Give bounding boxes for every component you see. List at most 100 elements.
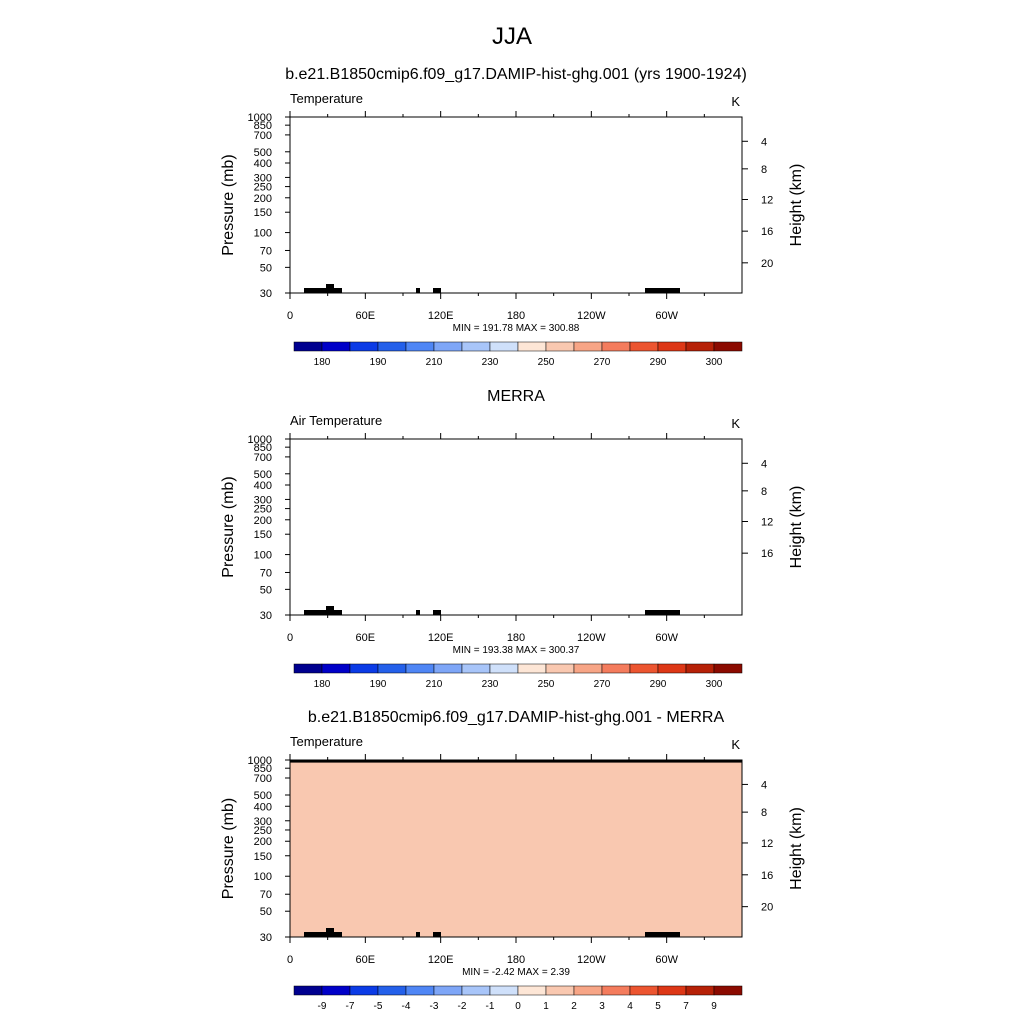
colorbar-label: 7 xyxy=(683,1001,689,1012)
colorbar-label: -7 xyxy=(346,1001,355,1012)
topography-mask xyxy=(645,288,680,293)
x-tick-label: 60W xyxy=(655,310,678,322)
right-axis-label: Height (km) xyxy=(788,164,805,247)
y-tick-label: 30 xyxy=(260,932,272,944)
y-axis-label: Pressure (mb) xyxy=(220,476,237,577)
height-tick-label: 12 xyxy=(761,838,773,850)
y-tick-label: 30 xyxy=(260,610,272,622)
topography-mask xyxy=(326,606,334,615)
right-axis-label: Height (km) xyxy=(788,486,805,569)
topography-mask xyxy=(433,288,441,293)
colorbar-swatch xyxy=(545,341,575,352)
height-tick-label: 4 xyxy=(761,779,767,791)
contour-band xyxy=(290,762,742,937)
height-tick-label: 16 xyxy=(761,870,773,882)
y-axis-label: Pressure (mb) xyxy=(220,798,237,899)
y-tick-label: 500 xyxy=(254,469,272,481)
x-tick-label: 60E xyxy=(356,954,376,966)
colorbar-swatch xyxy=(377,985,407,996)
colorbar-swatch xyxy=(545,663,575,674)
panel-title: MERRA xyxy=(487,388,545,405)
height-tick-label: 4 xyxy=(761,458,767,470)
colorbar-swatch xyxy=(685,663,715,674)
colorbar-swatch xyxy=(349,663,379,674)
units-label: K xyxy=(731,416,740,431)
colorbar-label: 230 xyxy=(482,679,499,690)
topography-mask xyxy=(416,610,420,615)
y-tick-label: 250 xyxy=(254,825,272,837)
colorbar-swatch xyxy=(321,985,351,996)
y-tick-label: 850 xyxy=(254,120,272,132)
variable-label: Temperature xyxy=(290,734,363,749)
colorbar-label: 270 xyxy=(594,357,611,368)
topography-mask xyxy=(416,932,420,937)
colorbar-swatch xyxy=(293,663,323,674)
colorbar-swatch xyxy=(545,985,575,996)
colorbar-swatch xyxy=(405,663,435,674)
y-tick-label: 1000 xyxy=(248,112,272,124)
y-tick-label: 70 xyxy=(260,889,272,901)
colorbar-swatch xyxy=(517,341,547,352)
right-axis-label: Height (km) xyxy=(788,807,805,890)
topography-mask xyxy=(433,932,441,937)
topography-mask xyxy=(326,284,334,293)
x-tick-label: 60E xyxy=(356,632,376,644)
x-tick-label: 120W xyxy=(577,954,606,966)
colorbar-swatch xyxy=(489,663,519,674)
colorbar-swatch xyxy=(629,663,659,674)
y-tick-label: 250 xyxy=(254,182,272,194)
height-tick-label: 16 xyxy=(761,226,773,238)
colorbar-swatch xyxy=(629,341,659,352)
colorbar-swatch xyxy=(713,985,743,996)
colorbar-swatch xyxy=(405,341,435,352)
topography-mask xyxy=(645,932,680,937)
colorbar-label: 2 xyxy=(571,1001,577,1012)
colorbar-swatch xyxy=(433,341,463,352)
y-tick-label: 100 xyxy=(254,871,272,883)
y-tick-label: 500 xyxy=(254,790,272,802)
colorbar-label: 250 xyxy=(538,679,555,690)
colorbar-label: 1 xyxy=(543,1001,549,1012)
topography-mask xyxy=(304,288,342,293)
colorbar-label: 210 xyxy=(426,357,443,368)
colorbar-label: 250 xyxy=(538,357,555,368)
colorbar-swatch xyxy=(601,663,631,674)
colorbar-label: 290 xyxy=(650,357,667,368)
colorbar-swatch xyxy=(657,985,687,996)
topography-mask xyxy=(416,288,420,293)
panel-title: b.e21.B1850cmip6.f09_g17.DAMIP-hist-ghg.… xyxy=(308,709,725,726)
x-tick-label: 120W xyxy=(577,310,606,322)
topography-mask xyxy=(433,610,441,615)
colorbar-swatch xyxy=(489,985,519,996)
colorbar-swatch xyxy=(657,341,687,352)
colorbar-label: -4 xyxy=(402,1001,411,1012)
y-tick-label: 50 xyxy=(260,584,272,596)
colorbar-swatch xyxy=(293,341,323,352)
colorbar-swatch xyxy=(321,341,351,352)
colorbar-swatch xyxy=(517,663,547,674)
x-tick-label: 180 xyxy=(507,632,525,644)
y-tick-label: 300 xyxy=(254,172,272,184)
colorbar-swatch xyxy=(433,985,463,996)
height-tick-label: 20 xyxy=(761,902,773,914)
y-tick-label: 300 xyxy=(254,494,272,506)
colorbar-label: 190 xyxy=(370,679,387,690)
colorbar-swatch xyxy=(601,985,631,996)
colorbar-label: 9 xyxy=(711,1001,717,1012)
topography-mask xyxy=(304,932,342,937)
colorbar-swatch xyxy=(321,663,351,674)
colorbar-swatch xyxy=(349,341,379,352)
colorbar-swatch xyxy=(685,341,715,352)
y-tick-label: 200 xyxy=(254,515,272,527)
x-tick-label: 120W xyxy=(577,632,606,644)
colorbar-label: 270 xyxy=(594,679,611,690)
figure-title: JJA xyxy=(492,23,532,50)
colorbar-label: -3 xyxy=(430,1001,439,1012)
y-axis-label: Pressure (mb) xyxy=(220,154,237,255)
topography-mask xyxy=(304,610,342,615)
panel-difference: b.e21.B1850cmip6.f09_g17.DAMIP-hist-ghg.… xyxy=(220,709,805,1012)
x-tick-label: 60E xyxy=(356,310,376,322)
colorbar-swatch xyxy=(377,341,407,352)
x-tick-label: 0 xyxy=(287,310,293,322)
plot-area xyxy=(290,439,742,615)
